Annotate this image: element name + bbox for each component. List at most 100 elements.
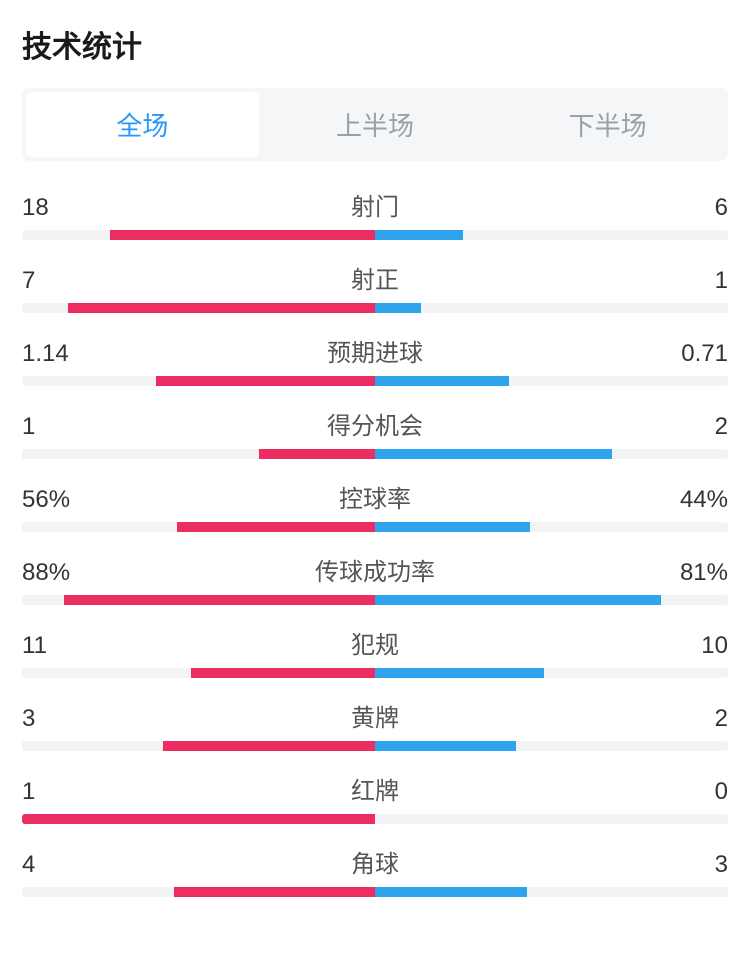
stat-label: 传球成功率	[257, 552, 492, 587]
stat-bar-left-track	[22, 887, 375, 897]
stat-right-value: 0.71	[493, 340, 728, 368]
stat-left-value: 3	[22, 705, 257, 733]
stat-bar	[22, 814, 728, 824]
stat-bar-right-track	[375, 522, 728, 532]
stat-bar-right-track	[375, 376, 728, 386]
stat-bar-right-fill	[375, 887, 527, 897]
stat-bar	[22, 303, 728, 313]
stats-panel: 技术统计 全场上半场下半场 18射门67射正11.14预期进球0.711得分机会…	[0, 0, 750, 897]
stat-bar-left-track	[22, 376, 375, 386]
stat-bar-left-fill	[163, 741, 375, 751]
stat-right-value: 2	[493, 705, 728, 733]
stat-row: 11犯规10	[22, 625, 728, 678]
stat-bar	[22, 522, 728, 532]
stat-right-value: 10	[493, 632, 728, 660]
stat-left-value: 4	[22, 851, 257, 879]
stat-row: 18射门6	[22, 187, 728, 240]
stat-bar-left-fill	[64, 595, 375, 605]
stat-row: 1红牌0	[22, 771, 728, 824]
stat-row: 4角球3	[22, 844, 728, 897]
stat-bar-right-track	[375, 741, 728, 751]
stat-row: 1.14预期进球0.71	[22, 333, 728, 386]
stat-label: 控球率	[257, 479, 492, 514]
stat-bar-right-fill	[375, 668, 544, 678]
stat-header: 56%控球率44%	[22, 479, 728, 514]
stat-left-value: 18	[22, 194, 257, 222]
stats-list: 18射门67射正11.14预期进球0.711得分机会256%控球率44%88%传…	[22, 187, 728, 897]
stat-bar-left-track	[22, 814, 375, 824]
stat-bar	[22, 595, 728, 605]
stat-bar-right-fill	[375, 230, 463, 240]
stat-bar-left-fill	[177, 522, 375, 532]
stat-bar-left-track	[22, 303, 375, 313]
stat-bar	[22, 668, 728, 678]
stat-bar-right-track	[375, 303, 728, 313]
stat-label: 得分机会	[257, 406, 492, 441]
stat-bar-left-track	[22, 449, 375, 459]
stat-bar-right-fill	[375, 303, 421, 313]
stat-bar-right-track	[375, 887, 728, 897]
stat-right-value: 6	[493, 194, 728, 222]
stat-bar-right-track	[375, 595, 728, 605]
stat-left-value: 56%	[22, 486, 257, 514]
stat-bar	[22, 449, 728, 459]
period-tabs: 全场上半场下半场	[22, 88, 728, 161]
stat-bar-right-track	[375, 668, 728, 678]
stat-right-value: 0	[493, 778, 728, 806]
stat-bar-left-track	[22, 668, 375, 678]
stat-bar	[22, 376, 728, 386]
tab-2[interactable]: 下半场	[491, 92, 724, 157]
stat-header: 18射门6	[22, 187, 728, 222]
stat-row: 1得分机会2	[22, 406, 728, 459]
stat-bar-right-track	[375, 814, 728, 824]
stat-row: 3黄牌2	[22, 698, 728, 751]
stat-header: 4角球3	[22, 844, 728, 879]
stat-left-value: 11	[22, 632, 257, 660]
stat-bar-left-track	[22, 230, 375, 240]
stat-bar-left-fill	[68, 303, 375, 313]
stat-bar-left-track	[22, 522, 375, 532]
stat-bar	[22, 230, 728, 240]
stat-bar-right-fill	[375, 595, 661, 605]
stat-header: 1得分机会2	[22, 406, 728, 441]
stat-left-value: 1.14	[22, 340, 257, 368]
stat-row: 56%控球率44%	[22, 479, 728, 532]
stat-header: 1红牌0	[22, 771, 728, 806]
stat-right-value: 44%	[493, 486, 728, 514]
stat-label: 角球	[257, 844, 492, 879]
stat-bar-left-fill	[191, 668, 375, 678]
stat-bar	[22, 887, 728, 897]
stat-label: 射门	[257, 187, 492, 222]
stat-left-value: 88%	[22, 559, 257, 587]
stat-label: 射正	[257, 260, 492, 295]
stat-bar	[22, 741, 728, 751]
stat-label: 黄牌	[257, 698, 492, 733]
stat-bar-right-track	[375, 230, 728, 240]
stat-header: 1.14预期进球0.71	[22, 333, 728, 368]
stat-left-value: 1	[22, 413, 257, 441]
stat-header: 88%传球成功率81%	[22, 552, 728, 587]
stat-bar-right-fill	[375, 449, 612, 459]
stat-right-value: 1	[493, 267, 728, 295]
stat-header: 11犯规10	[22, 625, 728, 660]
stat-bar-left-fill	[110, 230, 375, 240]
tab-0[interactable]: 全场	[26, 92, 259, 157]
stat-bar-left-fill	[22, 814, 375, 824]
tab-1[interactable]: 上半场	[259, 92, 492, 157]
stat-right-value: 81%	[493, 559, 728, 587]
stat-row: 88%传球成功率81%	[22, 552, 728, 605]
stat-label: 预期进球	[257, 333, 492, 368]
page-title: 技术统计	[22, 22, 728, 66]
stat-right-value: 3	[493, 851, 728, 879]
stat-bar-right-track	[375, 449, 728, 459]
stat-header: 3黄牌2	[22, 698, 728, 733]
stat-bar-left-fill	[174, 887, 375, 897]
stat-header: 7射正1	[22, 260, 728, 295]
stat-label: 红牌	[257, 771, 492, 806]
stat-bar-left-fill	[259, 449, 375, 459]
stat-bar-right-fill	[375, 741, 516, 751]
stat-label: 犯规	[257, 625, 492, 660]
stat-bar-left-track	[22, 595, 375, 605]
stat-bar-right-fill	[375, 376, 509, 386]
stat-bar-left-fill	[156, 376, 375, 386]
